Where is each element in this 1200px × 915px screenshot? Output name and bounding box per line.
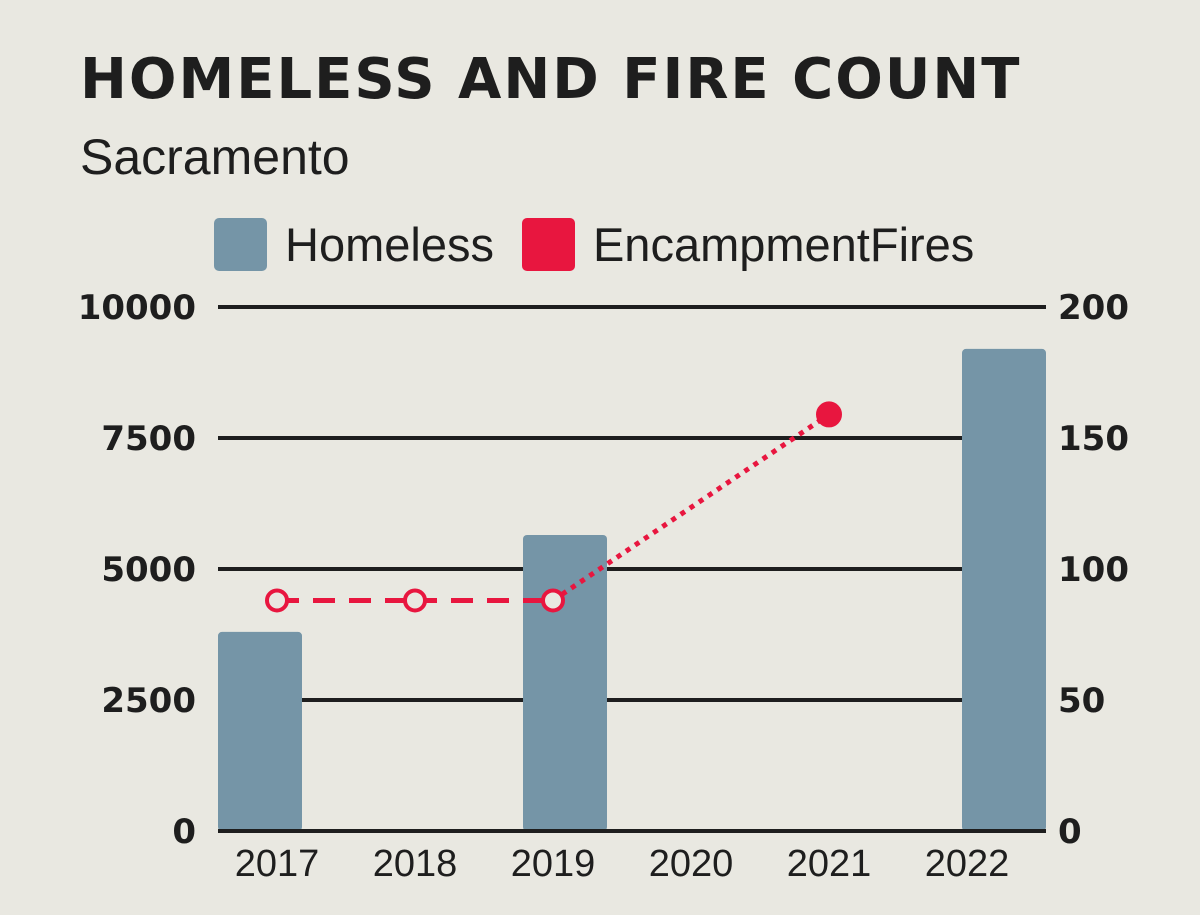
y-right-tick-label: 150 (1058, 419, 1129, 459)
bar-homeless (962, 348, 1046, 831)
fires-point (541, 588, 565, 613)
bar-homeless (523, 534, 607, 831)
legend-swatch-fires (521, 218, 575, 271)
x-tick-label: 2020 (649, 843, 734, 885)
legend-swatch-homeless (214, 218, 267, 271)
y-right-tick-label: 50 (1058, 681, 1105, 721)
fires-line-segment (551, 412, 831, 603)
fires-point (265, 588, 289, 613)
y-left-tick-label: 7500 (101, 419, 196, 459)
fires-point (816, 401, 842, 428)
y-right-tick-label: 200 (1058, 288, 1129, 328)
legend-label-homeless: Homeless (285, 218, 494, 271)
x-tick-label: 2018 (373, 843, 458, 885)
y-left-tick-label: 0 (172, 812, 196, 852)
x-tick-label: 2019 (511, 843, 596, 885)
y-left-tick-label: 2500 (101, 681, 196, 721)
y-left-tick-label: 10000 (78, 288, 196, 328)
legend-label-fires: EncampmentFires (592, 218, 975, 271)
y-right-tick-label: 0 (1058, 812, 1082, 852)
bar-homeless (218, 631, 302, 831)
legend: Homeless EncampmentFires (214, 218, 1002, 271)
x-tick-label: 2021 (787, 843, 872, 885)
chart-subtitle: Sacramento (80, 129, 350, 185)
x-tick-label: 2017 (235, 843, 320, 885)
y-left-tick-label: 5000 (101, 550, 196, 590)
chart-title: HOMELESS AND FIRE COUNT (80, 47, 1022, 112)
y-right-tick-label: 100 (1058, 550, 1129, 590)
fires-point (403, 588, 427, 613)
x-tick-label: 2022 (925, 843, 1010, 885)
